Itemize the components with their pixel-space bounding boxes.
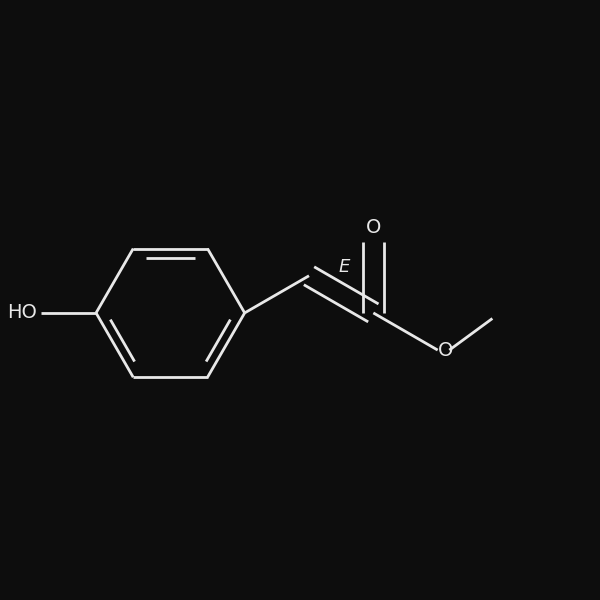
Text: E: E	[339, 258, 350, 276]
Text: O: O	[438, 341, 453, 359]
Text: O: O	[365, 218, 381, 237]
Text: HO: HO	[7, 304, 37, 322]
